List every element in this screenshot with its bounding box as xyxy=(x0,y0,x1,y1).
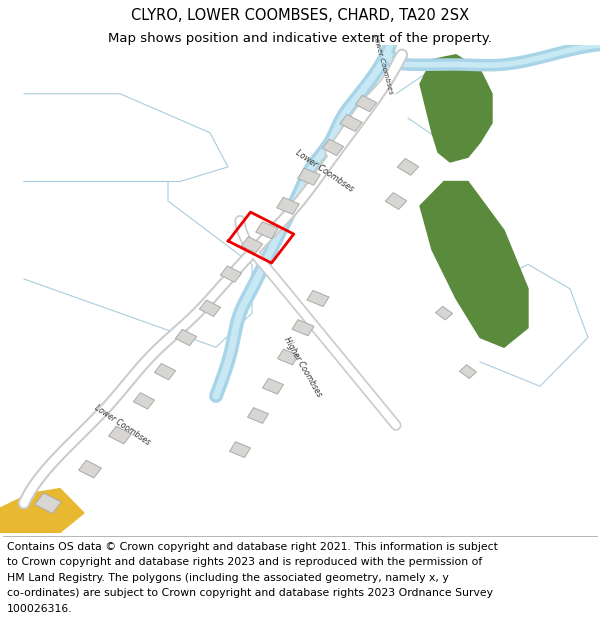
Bar xyxy=(307,291,329,307)
Text: Lower Coombses: Lower Coombses xyxy=(372,34,394,95)
Bar xyxy=(199,300,221,316)
Bar xyxy=(292,319,314,336)
Text: HM Land Registry. The polygons (including the associated geometry, namely x, y: HM Land Registry. The polygons (includin… xyxy=(7,573,449,583)
Text: to Crown copyright and database rights 2023 and is reproduced with the permissio: to Crown copyright and database rights 2… xyxy=(7,558,482,568)
Bar xyxy=(241,237,263,253)
Text: Contains OS data © Crown copyright and database right 2021. This information is : Contains OS data © Crown copyright and d… xyxy=(7,542,498,552)
Bar xyxy=(278,349,298,365)
Bar xyxy=(277,198,299,214)
Bar xyxy=(248,408,268,423)
Bar xyxy=(355,96,377,112)
Text: co-ordinates) are subject to Crown copyright and database rights 2023 Ordnance S: co-ordinates) are subject to Crown copyr… xyxy=(7,588,493,598)
Text: Lower Coombses: Lower Coombses xyxy=(294,148,355,193)
Bar xyxy=(436,306,452,320)
Bar xyxy=(256,222,278,239)
Bar xyxy=(35,493,61,514)
Bar xyxy=(154,364,176,380)
Polygon shape xyxy=(420,181,528,348)
Bar xyxy=(175,329,197,346)
Bar xyxy=(263,378,283,394)
Bar xyxy=(460,365,476,379)
Bar xyxy=(385,192,407,209)
Bar xyxy=(109,426,131,444)
Bar xyxy=(230,442,250,458)
Text: Map shows position and indicative extent of the property.: Map shows position and indicative extent… xyxy=(108,32,492,46)
Bar xyxy=(322,139,344,156)
Text: Lower Coombses: Lower Coombses xyxy=(93,403,152,447)
Bar xyxy=(220,266,242,282)
Bar xyxy=(340,114,362,131)
Bar xyxy=(397,159,419,175)
Polygon shape xyxy=(420,55,492,162)
Text: CLYRO, LOWER COOMBSES, CHARD, TA20 2SX: CLYRO, LOWER COOMBSES, CHARD, TA20 2SX xyxy=(131,8,469,23)
Bar xyxy=(298,168,320,185)
Text: Higher Coombses: Higher Coombses xyxy=(282,335,323,398)
Bar xyxy=(79,460,101,478)
Bar xyxy=(133,392,155,409)
Polygon shape xyxy=(0,489,84,532)
Text: 100026316.: 100026316. xyxy=(7,604,73,614)
